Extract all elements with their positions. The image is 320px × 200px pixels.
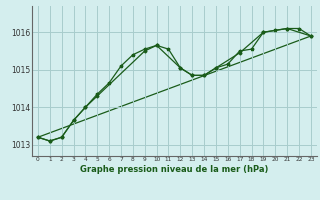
X-axis label: Graphe pression niveau de la mer (hPa): Graphe pression niveau de la mer (hPa) (80, 165, 268, 174)
